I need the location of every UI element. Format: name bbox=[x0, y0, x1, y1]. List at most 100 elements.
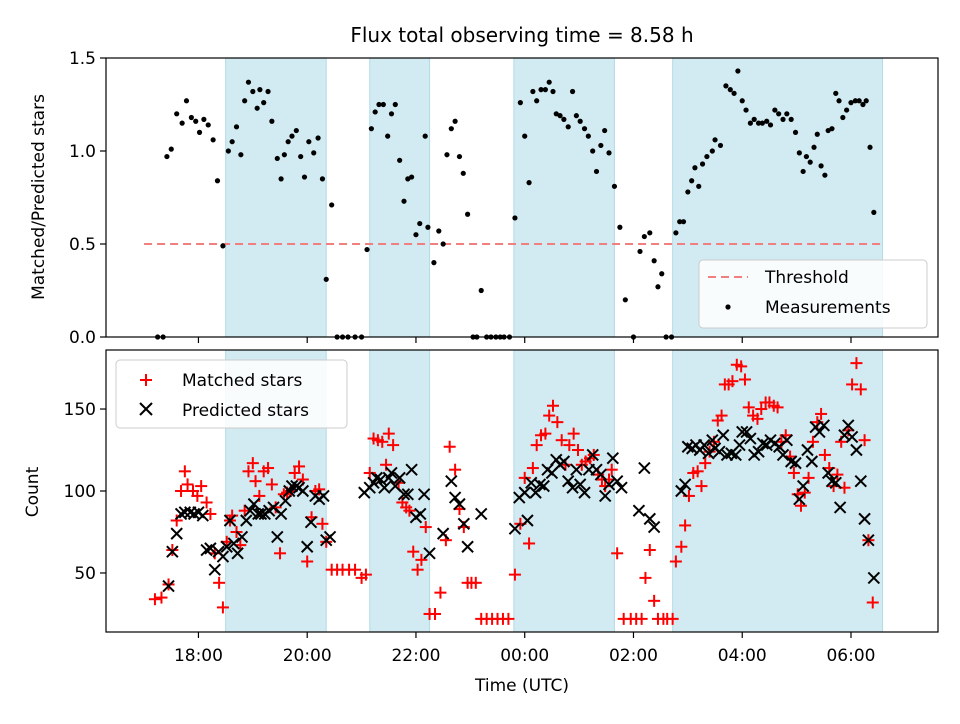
predicted-star-point bbox=[729, 448, 742, 462]
predicted-star-point bbox=[733, 438, 746, 452]
predicted-star-point bbox=[702, 447, 715, 460]
matched-star-point bbox=[407, 545, 420, 558]
predicted-star-point bbox=[854, 474, 867, 488]
measurement-point bbox=[689, 178, 695, 184]
matched-star-point bbox=[415, 553, 428, 566]
measurement-point bbox=[526, 180, 532, 186]
matched-star-point bbox=[170, 514, 183, 527]
predicted-star-point bbox=[573, 478, 587, 491]
measurement-point bbox=[585, 133, 591, 139]
measurement-point bbox=[311, 150, 317, 156]
measurement-point bbox=[598, 142, 604, 149]
measurement-point bbox=[622, 297, 628, 303]
measurement-point bbox=[220, 243, 226, 249]
predicted-star-point bbox=[780, 433, 794, 447]
measurement-point bbox=[205, 122, 211, 128]
matched-star-point bbox=[691, 465, 704, 478]
measurement-point bbox=[792, 129, 799, 135]
measurement-point bbox=[233, 124, 240, 130]
predicted-star-point bbox=[858, 512, 871, 526]
legend-measurements-label: Measurements bbox=[765, 298, 891, 318]
matched-star-point bbox=[639, 571, 652, 584]
bottom-axes-frame bbox=[105, 349, 939, 633]
bottom-y-ticks: 50 100 150 bbox=[64, 400, 106, 584]
predicted-star-point bbox=[845, 430, 859, 444]
matched-star-point bbox=[738, 373, 751, 386]
measurement-point bbox=[183, 98, 190, 104]
matched-star-point bbox=[249, 475, 262, 488]
predicted-star-point bbox=[457, 517, 471, 530]
predicted-star-point bbox=[850, 443, 863, 457]
measurement-point bbox=[581, 126, 588, 132]
measurement-point bbox=[659, 271, 665, 277]
bottom-xtick-label: 18:00 bbox=[174, 646, 223, 666]
predicted-star-point bbox=[643, 512, 656, 526]
measurement-point bbox=[238, 152, 244, 158]
matched-star-point bbox=[376, 435, 389, 448]
matched-star-point bbox=[359, 568, 372, 581]
measurement-point bbox=[401, 198, 407, 204]
top-legend-box bbox=[698, 259, 928, 329]
predicted-star-point bbox=[208, 563, 221, 576]
measurement-point bbox=[522, 133, 528, 139]
measurement-point bbox=[871, 209, 877, 215]
matched-star-point bbox=[301, 555, 314, 568]
measurement-point bbox=[417, 220, 423, 227]
measurement-point bbox=[245, 79, 252, 85]
matched-star-point bbox=[699, 457, 712, 470]
matched-star-point bbox=[162, 578, 175, 591]
predicted-star-point bbox=[235, 530, 249, 544]
measurement-point bbox=[214, 178, 221, 184]
measurement-point bbox=[680, 219, 687, 225]
measurement-point bbox=[704, 153, 710, 160]
measurement-point bbox=[168, 146, 174, 152]
predicted-star-point bbox=[378, 481, 391, 494]
measurement-point bbox=[413, 232, 419, 238]
bottom-legend-box bbox=[115, 359, 348, 429]
measurement-point bbox=[385, 133, 391, 139]
predicted-star-point bbox=[475, 507, 488, 521]
matched-star-point bbox=[787, 466, 800, 479]
measurement-point bbox=[617, 224, 623, 230]
matched-star-point bbox=[854, 383, 867, 396]
measurement-point bbox=[836, 98, 842, 104]
top-legend: Threshold Measurements bbox=[698, 259, 928, 329]
matched-star-point bbox=[831, 468, 844, 481]
measurement-point bbox=[409, 174, 415, 180]
predicted-star-point bbox=[166, 545, 179, 558]
measurement-point bbox=[844, 107, 850, 113]
measurement-point bbox=[550, 88, 556, 95]
measurement-point bbox=[448, 126, 454, 132]
predicted-star-point bbox=[675, 484, 688, 498]
matched-star-point bbox=[523, 537, 536, 550]
measurement-point bbox=[696, 183, 702, 189]
measurement-point bbox=[863, 98, 869, 104]
measurement-point bbox=[254, 105, 260, 111]
predicted-star-point bbox=[706, 433, 719, 447]
measurement-point bbox=[250, 88, 256, 95]
matched-star-point bbox=[518, 471, 531, 484]
measurement-point bbox=[814, 131, 820, 137]
legend-matched-label: Matched stars bbox=[182, 371, 302, 391]
measurement-point bbox=[747, 120, 753, 126]
measurement-point bbox=[759, 120, 765, 126]
top-ytick-label: 0.0 bbox=[69, 328, 96, 348]
predicted-star-point bbox=[867, 571, 881, 585]
matched-star-point bbox=[555, 434, 568, 447]
matched-star-point bbox=[846, 378, 859, 391]
top-shade-0 bbox=[225, 57, 327, 338]
measurement-point bbox=[210, 137, 216, 143]
matched-star-point bbox=[572, 444, 585, 457]
measurement-point bbox=[298, 153, 304, 160]
matched-star-point bbox=[818, 448, 831, 461]
matched-star-point bbox=[635, 612, 648, 625]
predicted-star-point bbox=[632, 504, 646, 517]
predicted-star-point bbox=[423, 547, 436, 560]
predicted-star-point bbox=[789, 456, 802, 470]
matched-star-point bbox=[195, 480, 208, 493]
matched-star-point bbox=[178, 465, 191, 478]
measurement-point bbox=[364, 246, 370, 253]
predicted-star-point bbox=[678, 478, 692, 491]
predicted-star-point bbox=[271, 530, 284, 544]
predicted-star-point bbox=[713, 445, 726, 458]
